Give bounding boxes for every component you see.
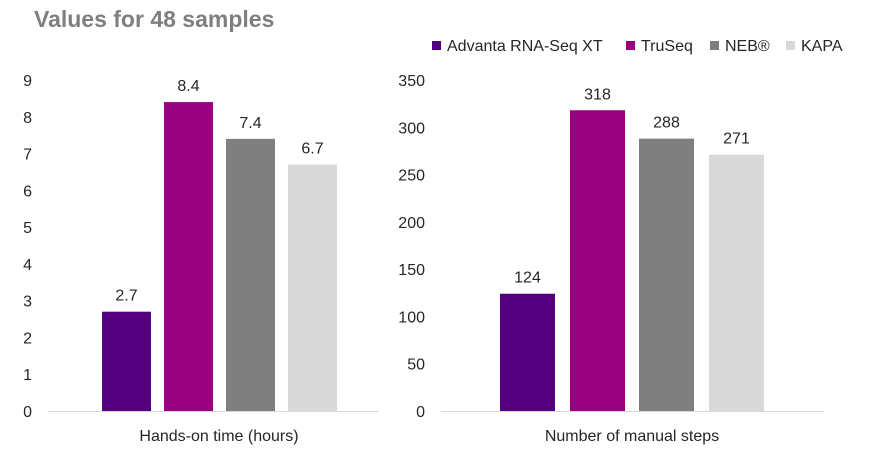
- hands-on-time-y-tick-1: 1: [23, 367, 32, 384]
- hands-on-time-bar-truseq: [164, 102, 213, 412]
- manual-steps-value-label-truseq: 318: [584, 86, 611, 103]
- legend: Advanta RNA-Seq XT TruSeq NEB® KAPA: [432, 38, 843, 55]
- manual-steps-y-tick-100: 100: [398, 309, 425, 326]
- manual-steps-x-axis-title: Number of manual steps: [545, 428, 719, 445]
- manual-steps-y-tick-350: 350: [398, 73, 425, 90]
- manual-steps-y-tick-50: 50: [407, 357, 425, 374]
- hands-on-time-value-label-kapa: 6.7: [301, 141, 323, 158]
- legend-swatch-advanta-rna-seq-xt: [432, 41, 441, 50]
- hands-on-time-y-tick-5: 5: [23, 220, 32, 237]
- manual-steps-panel: 0 50 100 150 200 250 300 350 124 318 288 271 Number …: [398, 73, 824, 445]
- manual-steps-y-tick-0: 0: [416, 404, 425, 421]
- manual-steps-y-tick-250: 250: [398, 168, 425, 185]
- hands-on-time-bar-neb: [226, 138, 275, 411]
- hands-on-time-y-tick-4: 4: [23, 257, 32, 274]
- hands-on-time-y-tick-6: 6: [23, 183, 32, 200]
- manual-steps-value-label-neb: 288: [653, 115, 680, 132]
- manual-steps-y-tick-200: 200: [398, 215, 425, 232]
- hands-on-time-y-tick-7: 7: [23, 147, 32, 164]
- manual-steps-bar-kapa: [709, 154, 764, 411]
- hands-on-time-value-label-truseq: 8.4: [177, 78, 199, 95]
- legend-swatch-kapa: [786, 41, 795, 50]
- manual-steps-y-tick-150: 150: [398, 262, 425, 279]
- manual-steps-bar-advanta-rna-seq-xt: [500, 293, 555, 411]
- hands-on-time-bar-kapa: [288, 164, 337, 411]
- legend-label-truseq: TruSeq: [641, 38, 693, 55]
- manual-steps-y-tick-300: 300: [398, 120, 425, 137]
- hands-on-time-value-label-advanta-rna-seq-xt: 2.7: [115, 288, 137, 305]
- hands-on-time-y-tick-3: 3: [23, 294, 32, 311]
- hands-on-time-panel: 0 1 2 3 4 5 6 7 8 9 2.7 8.4 7.4 6.7 Hands-on time (hou…: [23, 73, 379, 445]
- legend-label-advanta-rna-seq-xt: Advanta RNA-Seq XT: [447, 38, 603, 55]
- manual-steps-bar-truseq: [570, 110, 625, 412]
- manual-steps-value-label-kapa: 271: [723, 131, 750, 148]
- manual-steps-bar-neb: [639, 138, 694, 412]
- legend-swatch-truseq: [626, 41, 635, 50]
- legend-label-neb: NEB®: [725, 38, 770, 55]
- hands-on-time-y-tick-9: 9: [23, 73, 32, 90]
- hands-on-time-value-label-neb: 7.4: [239, 115, 261, 132]
- hands-on-time-x-axis-title: Hands-on time (hours): [139, 428, 298, 445]
- hands-on-time-y-tick-8: 8: [23, 110, 32, 127]
- hands-on-time-y-tick-0: 0: [23, 404, 32, 421]
- hands-on-time-y-tick-2: 2: [23, 330, 32, 347]
- legend-label-kapa: KAPA: [801, 38, 843, 55]
- legend-swatch-neb: [710, 41, 719, 50]
- manual-steps-value-label-advanta-rna-seq-xt: 124: [514, 270, 541, 287]
- hands-on-time-bar-advanta-rna-seq-xt: [102, 311, 151, 411]
- chart-title: Values for 48 samples: [34, 6, 274, 32]
